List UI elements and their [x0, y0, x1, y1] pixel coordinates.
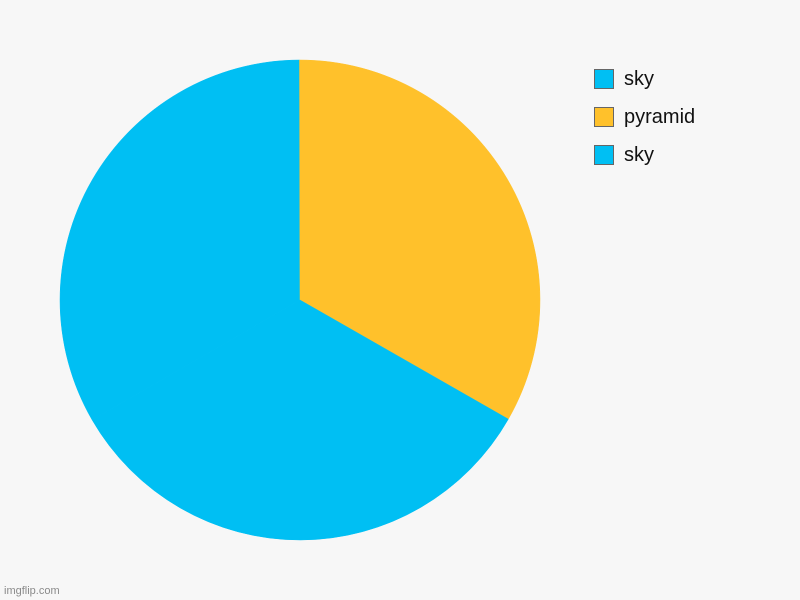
legend-item-pyramid: pyramid [594, 98, 695, 136]
legend-swatch-pyramid [594, 107, 614, 127]
watermark-text: imgflip.com [4, 585, 60, 597]
legend-swatch-sky-1 [594, 69, 614, 89]
legend-swatch-sky-2 [594, 145, 614, 165]
legend-label-sky-1: sky [624, 68, 654, 90]
legend-item-sky-2: sky [594, 136, 695, 174]
legend-item-sky-1: sky [594, 60, 695, 98]
legend-label-sky-2: sky [624, 144, 654, 166]
legend-label-pyramid: pyramid [624, 106, 696, 128]
pie-slice-pyramid-2 [299, 59, 541, 420]
pie-slice-sky-3 [91, 299, 509, 541]
pie-slice-sky-1 [59, 59, 301, 421]
chart-legend: sky pyramid sky [594, 60, 695, 174]
